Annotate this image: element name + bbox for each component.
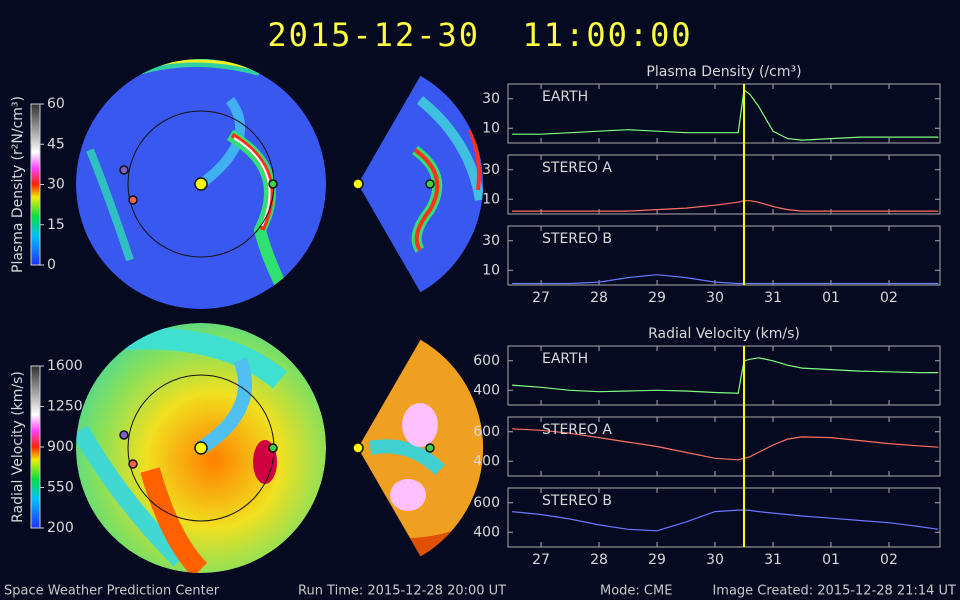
x-tick-label: 28 bbox=[590, 552, 608, 568]
x-tick-label: 01 bbox=[822, 290, 840, 306]
y-tick-label: 400 bbox=[473, 382, 500, 398]
series-line bbox=[512, 428, 939, 461]
colorbar-label: Plasma Density (r²N/cm³) bbox=[10, 96, 26, 273]
x-tick-label: 02 bbox=[880, 290, 898, 306]
x-tick-label: 02 bbox=[880, 552, 898, 568]
series-line bbox=[512, 274, 939, 285]
colorbar-tick-label: 1250 bbox=[47, 399, 83, 415]
plot-frame bbox=[507, 83, 941, 144]
x-tick-label: 27 bbox=[532, 290, 550, 306]
footer-run-time: Run Time: 2015-12-28 20:00 UT bbox=[298, 584, 506, 599]
x-tick-label: 01 bbox=[822, 552, 840, 568]
colorbar-tick-label: 900 bbox=[47, 439, 74, 455]
y-tick-label: 400 bbox=[473, 453, 500, 469]
x-tick-label: 28 bbox=[590, 290, 608, 306]
colorbar-tick-label: 45 bbox=[47, 136, 65, 152]
timestamp: 2015-12-30 11:00:00 bbox=[267, 16, 692, 54]
colorbar-tick-label: 0 bbox=[47, 257, 56, 273]
x-tick-label: 30 bbox=[706, 290, 724, 306]
series-line bbox=[512, 200, 939, 212]
y-tick-label: 30 bbox=[482, 162, 500, 178]
series-line bbox=[512, 357, 939, 394]
colorbar-tick-label: 200 bbox=[47, 520, 74, 536]
footer-created: Image Created: 2015-12-28 21:14 UT bbox=[712, 584, 956, 599]
panel-title: Radial Velocity (km/s) bbox=[648, 326, 800, 342]
x-tick-label: 31 bbox=[764, 290, 782, 306]
colorbar-tick-label: 1600 bbox=[47, 358, 83, 374]
colorbar-tick-label: 60 bbox=[47, 96, 65, 112]
series-name: EARTH bbox=[542, 89, 588, 105]
footer-mode: Mode: CME bbox=[600, 584, 672, 599]
plot-frame bbox=[507, 416, 941, 477]
y-tick-label: 30 bbox=[482, 233, 500, 249]
series-name: STEREO B bbox=[542, 493, 612, 509]
velocity-wedge bbox=[358, 339, 484, 557]
footer-center: Space Weather Prediction Center bbox=[4, 584, 220, 599]
colorbar-label: Radial Velocity (km/s) bbox=[10, 371, 26, 523]
y-tick-label: 10 bbox=[482, 191, 500, 207]
x-tick-label: 29 bbox=[648, 552, 666, 568]
x-tick-label: 31 bbox=[764, 552, 782, 568]
series-name: STEREO A bbox=[542, 422, 612, 438]
y-tick-label: 10 bbox=[482, 262, 500, 278]
plot-frame bbox=[507, 154, 941, 215]
density-wedge bbox=[358, 75, 484, 293]
y-tick-label: 10 bbox=[482, 120, 500, 136]
series-name: STEREO B bbox=[542, 231, 612, 247]
y-tick-label: 600 bbox=[473, 495, 500, 511]
series-line bbox=[512, 88, 939, 141]
x-tick-label: 29 bbox=[648, 290, 666, 306]
y-tick-label: 400 bbox=[473, 524, 500, 540]
plot-frame bbox=[507, 345, 941, 406]
y-tick-label: 600 bbox=[473, 424, 500, 440]
colorbar bbox=[30, 103, 41, 266]
colorbar bbox=[30, 365, 41, 529]
y-tick-label: 600 bbox=[473, 353, 500, 369]
colorbar-tick-label: 15 bbox=[47, 217, 65, 233]
plot-frame bbox=[507, 487, 941, 548]
x-tick-label: 30 bbox=[706, 552, 724, 568]
density-disc bbox=[76, 59, 326, 309]
series-name: STEREO A bbox=[542, 160, 612, 176]
series-name: EARTH bbox=[542, 351, 588, 367]
panel-title: Plasma Density (/cm³) bbox=[646, 64, 801, 80]
x-tick-label: 27 bbox=[532, 552, 550, 568]
positions bbox=[119, 165, 435, 469]
y-tick-label: 30 bbox=[482, 91, 500, 107]
colorbar-tick-label: 550 bbox=[47, 480, 74, 496]
colorbar-tick-label: 30 bbox=[47, 177, 65, 193]
plot-frame bbox=[507, 225, 941, 286]
series-line bbox=[512, 509, 939, 532]
